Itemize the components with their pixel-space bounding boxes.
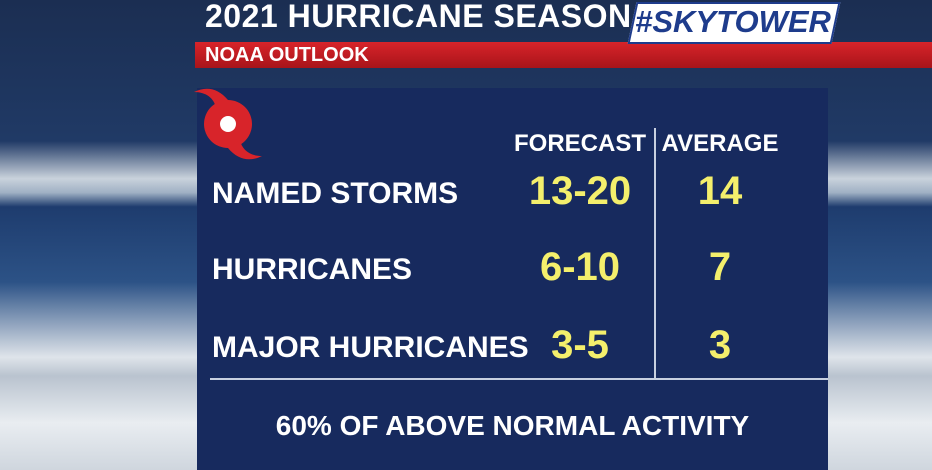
forecast-value: 3-5 <box>551 323 609 367</box>
title: 2021 HURRICANE SEASON <box>205 0 632 34</box>
logo: #SKYTOWER <box>635 4 831 39</box>
average-value: 3 <box>708 323 732 367</box>
average-value: 14 <box>697 169 743 213</box>
forecast-value: 6-10 <box>539 245 621 289</box>
row-divider <box>210 378 828 380</box>
footer: 60% OF ABOVE NORMAL ACTIVITY <box>275 410 750 441</box>
average-value: 7 <box>708 245 732 289</box>
row-label: HURRICANES <box>212 253 413 286</box>
subtitle: NOAA OUTLOOK <box>205 44 369 66</box>
panel <box>197 88 828 470</box>
forecast-value: 13-20 <box>528 169 632 213</box>
row-label: MAJOR HURRICANES <box>212 331 529 364</box>
column-header: AVERAGE <box>661 130 779 157</box>
subtitle-bar <box>195 42 932 68</box>
row-label: NAMED STORMS <box>212 177 459 210</box>
hurricane-icon <box>194 88 262 160</box>
column-header: FORECAST <box>514 130 646 157</box>
column-divider <box>654 128 656 378</box>
